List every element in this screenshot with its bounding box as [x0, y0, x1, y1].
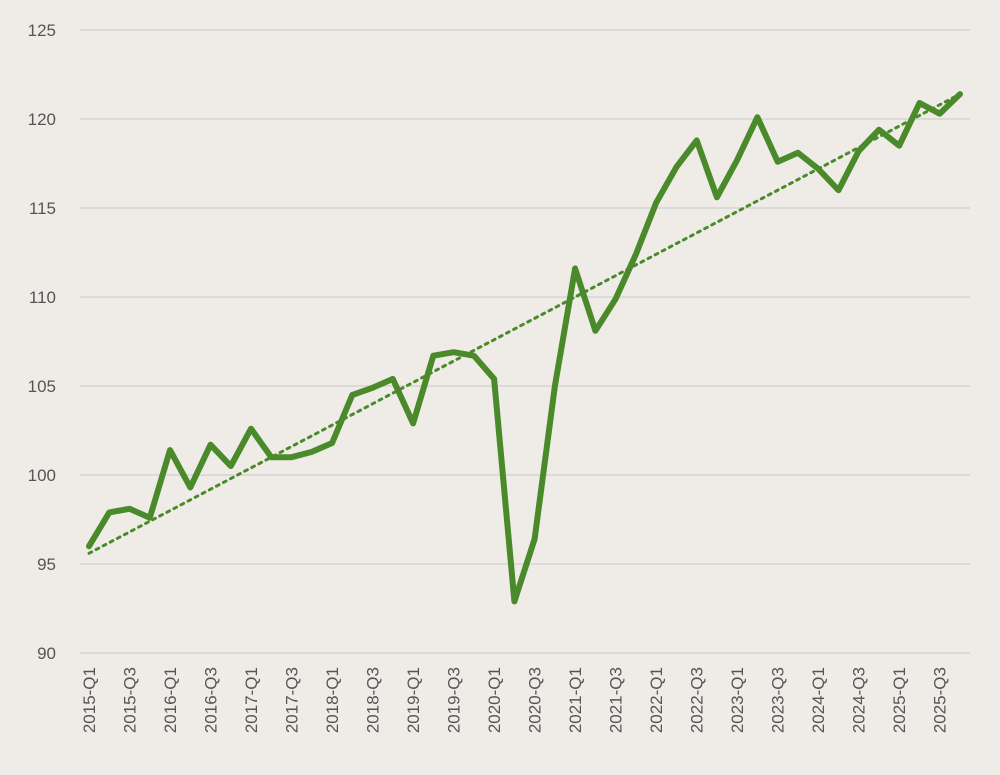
x-tick-label-2021-Q3: 2021-Q3: [607, 667, 626, 733]
y-tick-label-110: 110: [29, 288, 56, 307]
x-tick-label-2023-Q1: 2023-Q1: [728, 667, 747, 733]
x-tick-label-2015-Q1: 2015-Q1: [80, 667, 99, 733]
y-tick-label-100: 100: [28, 466, 56, 485]
x-tick-label-2019-Q3: 2019-Q3: [445, 667, 464, 733]
x-tick-label-2015-Q3: 2015-Q3: [121, 667, 140, 733]
x-tick-label-2023-Q3: 2023-Q3: [769, 667, 788, 733]
y-tick-label-90: 90: [37, 644, 56, 663]
y-tick-label-105: 105: [28, 377, 56, 396]
y-tick-label-95: 95: [37, 555, 56, 574]
x-tick-label-2018-Q3: 2018-Q3: [364, 667, 383, 733]
trendline: [87, 92, 962, 555]
series-line-0: [86, 91, 963, 605]
x-tick-label-2016-Q3: 2016-Q3: [202, 667, 221, 733]
x-tick-label-2024-Q3: 2024-Q3: [850, 667, 869, 733]
x-tick-label-2020-Q3: 2020-Q3: [526, 667, 545, 733]
x-tick-label-2025-Q1: 2025-Q1: [890, 667, 909, 733]
x-tick-label-2017-Q1: 2017-Q1: [242, 667, 261, 733]
x-tick-label-2021-Q1: 2021-Q1: [566, 667, 585, 733]
y-tick-label-120: 120: [28, 110, 56, 129]
x-axis-ticks: 2015-Q1 2015-Q3 2016-Q1 2016-Q3 2017-Q1 2017-…: [80, 667, 950, 733]
x-tick-label-2024-Q1: 2024-Q1: [809, 667, 828, 733]
y-tick-label-125: 125: [28, 21, 56, 40]
x-tick-label-2018-Q1: 2018-Q1: [323, 667, 342, 733]
trendline-layer: [87, 92, 962, 555]
x-tick-label-2022-Q1: 2022-Q1: [647, 667, 666, 733]
x-tick-label-2017-Q3: 2017-Q3: [283, 667, 302, 733]
x-tick-label-2022-Q3: 2022-Q3: [688, 667, 707, 733]
series-layer: [86, 91, 963, 605]
gridlines: [80, 29, 970, 654]
x-tick-label-2019-Q1: 2019-Q1: [404, 667, 423, 733]
x-tick-label-2025-Q3: 2025-Q3: [931, 667, 950, 733]
x-tick-label-2016-Q1: 2016-Q1: [161, 667, 180, 733]
y-axis-ticks: 90 95 100 105 110 115 120 125: [28, 21, 56, 663]
x-tick-label-2020-Q1: 2020-Q1: [485, 667, 504, 733]
y-tick-label-115: 115: [29, 199, 56, 218]
